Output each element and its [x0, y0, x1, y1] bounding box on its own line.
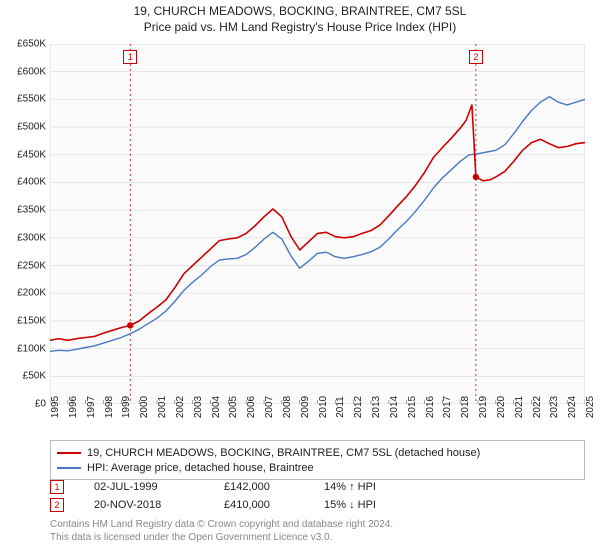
y-tick-label: £600K	[17, 66, 46, 77]
legend-item-property: 19, CHURCH MEADOWS, BOCKING, BRAINTREE, …	[57, 445, 578, 460]
y-tick-label: £0	[35, 399, 46, 410]
x-tick-label: 2018	[460, 396, 471, 418]
legend-swatch-property	[57, 452, 81, 454]
x-tick-label: 2014	[389, 396, 400, 418]
y-tick-label: £350K	[17, 205, 46, 216]
tx-date: 02-JUL-1999	[94, 481, 224, 493]
x-tick-label: 2012	[353, 396, 364, 418]
license-line2: This data is licensed under the Open Gov…	[50, 531, 585, 544]
title-subtitle: Price paid vs. HM Land Registry's House …	[0, 20, 600, 34]
legend-label-property: 19, CHURCH MEADOWS, BOCKING, BRAINTREE, …	[87, 447, 480, 459]
y-tick-label: £650K	[17, 39, 46, 50]
tx-date: 20-NOV-2018	[94, 499, 224, 511]
y-tick-label: £300K	[17, 232, 46, 243]
event-marker-2: 2	[469, 50, 483, 64]
tx-diff: 14% ↑ HPI	[324, 481, 424, 493]
y-tick-label: £550K	[17, 94, 46, 105]
x-tick-label: 2020	[496, 396, 507, 418]
legend-label-hpi: HPI: Average price, detached house, Brai…	[87, 462, 314, 474]
x-tick-label: 2023	[549, 396, 560, 418]
y-tick-label: £450K	[17, 149, 46, 160]
x-tick-label: 2013	[371, 396, 382, 418]
x-tick-label: 2003	[193, 396, 204, 418]
y-tick-label: £50K	[23, 371, 46, 382]
x-tick-label: 2001	[157, 396, 168, 418]
title-address: 19, CHURCH MEADOWS, BOCKING, BRAINTREE, …	[0, 4, 600, 18]
event-marker-1: 1	[123, 50, 137, 64]
license-line1: Contains HM Land Registry data © Crown c…	[50, 518, 585, 531]
table-row: 1 02-JUL-1999 £142,000 14% ↑ HPI	[50, 478, 585, 496]
y-tick-label: £200K	[17, 288, 46, 299]
x-tick-label: 2015	[407, 396, 418, 418]
x-tick-label: 1997	[86, 396, 97, 418]
x-tick-label: 2002	[175, 396, 186, 418]
x-tick-label: 1996	[68, 396, 79, 418]
y-tick-label: £150K	[17, 315, 46, 326]
x-tick-label: 2016	[425, 396, 436, 418]
x-tick-label: 2024	[567, 396, 578, 418]
legend: 19, CHURCH MEADOWS, BOCKING, BRAINTREE, …	[50, 440, 585, 480]
y-tick-label: £400K	[17, 177, 46, 188]
tx-marker-2: 2	[50, 498, 64, 512]
x-tick-label: 2006	[246, 396, 257, 418]
tx-marker-1: 1	[50, 480, 64, 494]
x-tick-label: 2007	[264, 396, 275, 418]
tx-price: £410,000	[224, 499, 324, 511]
x-tick-label: 2017	[442, 396, 453, 418]
y-tick-label: £250K	[17, 260, 46, 271]
transactions-table: 1 02-JUL-1999 £142,000 14% ↑ HPI 2 20-NO…	[50, 478, 585, 514]
license-note: Contains HM Land Registry data © Crown c…	[50, 518, 585, 544]
table-row: 2 20-NOV-2018 £410,000 15% ↓ HPI	[50, 496, 585, 514]
x-tick-label: 2025	[585, 396, 596, 418]
x-tick-label: 1999	[121, 396, 132, 418]
x-tick-label: 2022	[532, 396, 543, 418]
x-tick-label: 2019	[478, 396, 489, 418]
x-tick-label: 2005	[228, 396, 239, 418]
x-tick-label: 2021	[514, 396, 525, 418]
x-tick-label: 2009	[300, 396, 311, 418]
legend-swatch-hpi	[57, 467, 81, 469]
y-tick-label: £500K	[17, 122, 46, 133]
x-tick-label: 2004	[211, 396, 222, 418]
x-tick-label: 1998	[104, 396, 115, 418]
title-block: 19, CHURCH MEADOWS, BOCKING, BRAINTREE, …	[0, 0, 600, 34]
legend-item-hpi: HPI: Average price, detached house, Brai…	[57, 460, 578, 475]
chart-container: 19, CHURCH MEADOWS, BOCKING, BRAINTREE, …	[0, 0, 600, 560]
x-tick-label: 2008	[282, 396, 293, 418]
tx-diff: 15% ↓ HPI	[324, 499, 424, 511]
y-tick-label: £100K	[17, 343, 46, 354]
x-tick-label: 2000	[139, 396, 150, 418]
chart-svg	[50, 44, 585, 404]
x-tick-label: 2011	[335, 396, 346, 418]
x-tick-label: 2010	[318, 396, 329, 418]
x-tick-label: 1995	[50, 396, 61, 418]
tx-price: £142,000	[224, 481, 324, 493]
chart-area: £0£50K£100K£150K£200K£250K£300K£350K£400…	[50, 44, 585, 404]
